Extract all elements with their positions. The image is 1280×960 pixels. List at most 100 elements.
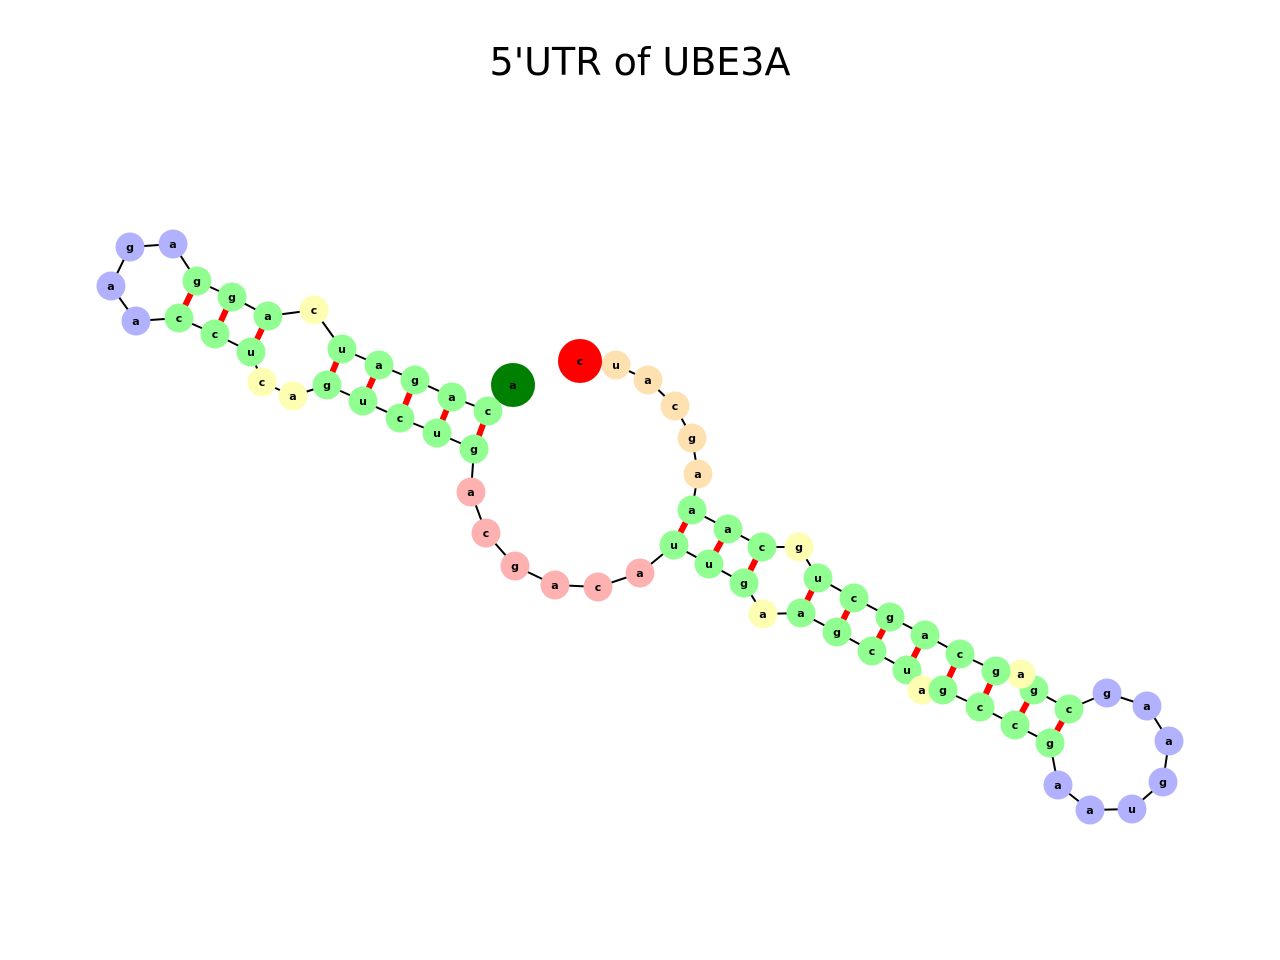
nucleotide-circle (200, 319, 230, 349)
nucleotide-label: a (918, 684, 925, 697)
nucleotide-circle (253, 301, 283, 331)
nucleotide-stem: g (312, 370, 342, 400)
nucleotide-label: g (470, 443, 478, 456)
nucleotide-interior: c (247, 367, 277, 397)
nucleotide-label: a (1165, 735, 1172, 748)
nucleotide-circle (857, 636, 887, 666)
nucleotide-label: a (688, 504, 695, 517)
nucleotide-interior: a (278, 381, 308, 411)
nucleotide-label: c (311, 304, 318, 317)
nucleotide-circle (660, 391, 690, 421)
nucleotide-label: a (636, 567, 643, 580)
nucleotide-label: a (644, 374, 651, 387)
nucleotide-circle (1132, 691, 1162, 721)
nucleotide-circle (96, 271, 126, 301)
nucleotide-label: c (957, 648, 964, 661)
nucleotide-label: g (795, 541, 803, 554)
nucleotide-label: c (485, 405, 492, 418)
nucleotide-circle (400, 365, 430, 395)
nucleotide-label: g (511, 560, 519, 573)
nucleotide-circle (115, 232, 145, 262)
nucleotide-circle (965, 692, 995, 722)
nucleotide-stem: u (327, 334, 357, 364)
nucleotide-circle (471, 518, 501, 548)
nucleotide-hairpin: a (1132, 691, 1162, 721)
nucleotide-tail: a (633, 365, 663, 395)
nucleotide-stem: c (1000, 710, 1030, 740)
nucleotide-stem: a (786, 598, 816, 628)
nucleotide-label: a (289, 390, 296, 403)
nucleotide-circle (583, 572, 613, 602)
nucleotide-label: a (1143, 700, 1150, 713)
nucleotide-tail: g (677, 423, 707, 453)
nucleotide-label: a (509, 379, 516, 392)
nucleotide-stem: a (713, 514, 743, 544)
nucleotide-circle (558, 339, 602, 383)
nucleotide-circle (625, 558, 655, 588)
nucleotide-circle (312, 370, 342, 400)
nucleotide-circle (748, 599, 778, 629)
nucleotide-label: g (1030, 684, 1038, 697)
nucleotide-circle (1092, 678, 1122, 708)
five-prime-end-nucleotide: a (491, 363, 535, 407)
nucleotide-hairpin: g (115, 232, 145, 262)
nucleotide-label: g (992, 665, 1000, 678)
nucleotide-stem: c (1054, 694, 1084, 724)
nucleotide-circle (236, 337, 266, 367)
nucleotide-stem: c (839, 583, 869, 613)
nucleotide-label: a (694, 468, 701, 481)
nucleotide-stem: c (945, 639, 975, 669)
nucleotide-label: c (869, 645, 876, 658)
nucleotide-circle (713, 514, 743, 544)
nucleotide-stem: g (875, 602, 905, 632)
nucleotide-interior: a (907, 675, 937, 705)
nucleotide-label: a (107, 280, 114, 293)
nucleotide-tail: u (601, 350, 631, 380)
nucleotide-label: a (1017, 668, 1024, 681)
nucleotide-stem: g (217, 282, 247, 312)
nucleotide-stem: c (473, 396, 503, 426)
nucleotide-hairpin: a (121, 306, 151, 336)
nucleotide-circle (327, 334, 357, 364)
nucleotide-label: u (903, 664, 911, 677)
nucleotide-hairpin: a (1075, 795, 1105, 825)
nucleotide-label: u (670, 539, 678, 552)
nucleotide-circle (839, 583, 869, 613)
nucleotide-stem: g (182, 266, 212, 296)
nucleotide-circle (677, 423, 707, 453)
nucleotide-circle (182, 266, 212, 296)
nucleotide-hairpin: a (158, 229, 188, 259)
nucleotide-stem: g (459, 434, 489, 464)
nucleotide-hairpin: a (96, 271, 126, 301)
nucleotide-stem: c (747, 532, 777, 562)
nucleotide-circle (1117, 794, 1147, 824)
nucleotide-circle (217, 282, 247, 312)
nucleotide-label: g (939, 684, 947, 697)
nucleotide-stem: c (965, 692, 995, 722)
nucleotide-circle (1154, 726, 1184, 756)
nucleotide-label: g (740, 577, 748, 590)
nucleotide-label: c (259, 376, 266, 389)
diagram-title: 5'UTR of UBE3A (489, 40, 791, 84)
nucleotide-circle (694, 549, 724, 579)
nucleotide-label: g (886, 611, 894, 624)
nucleotide-stem: g (981, 656, 1011, 686)
nucleotide-label: c (397, 412, 404, 425)
nucleotide-circle (910, 620, 940, 650)
nucleotide-circle (784, 532, 814, 562)
nucleotide-circle (786, 598, 816, 628)
nucleotide-stem: c (200, 319, 230, 349)
nucleotide-circle (1075, 795, 1105, 825)
nucleotide-label: g (833, 626, 841, 639)
nucleotide-multi: a (456, 477, 486, 507)
nucleotide-stem: a (364, 350, 394, 380)
nucleotide-label: a (375, 359, 382, 372)
nucleotide-multi: a (540, 570, 570, 600)
nucleotide-circle (348, 386, 378, 416)
base-pair-layer (176, 279, 1072, 745)
nucleotide-circle (422, 418, 452, 448)
nucleotide-label: u (612, 359, 620, 372)
nucleotide-label: g (228, 291, 236, 304)
nucleotide-tail: a (683, 459, 713, 489)
